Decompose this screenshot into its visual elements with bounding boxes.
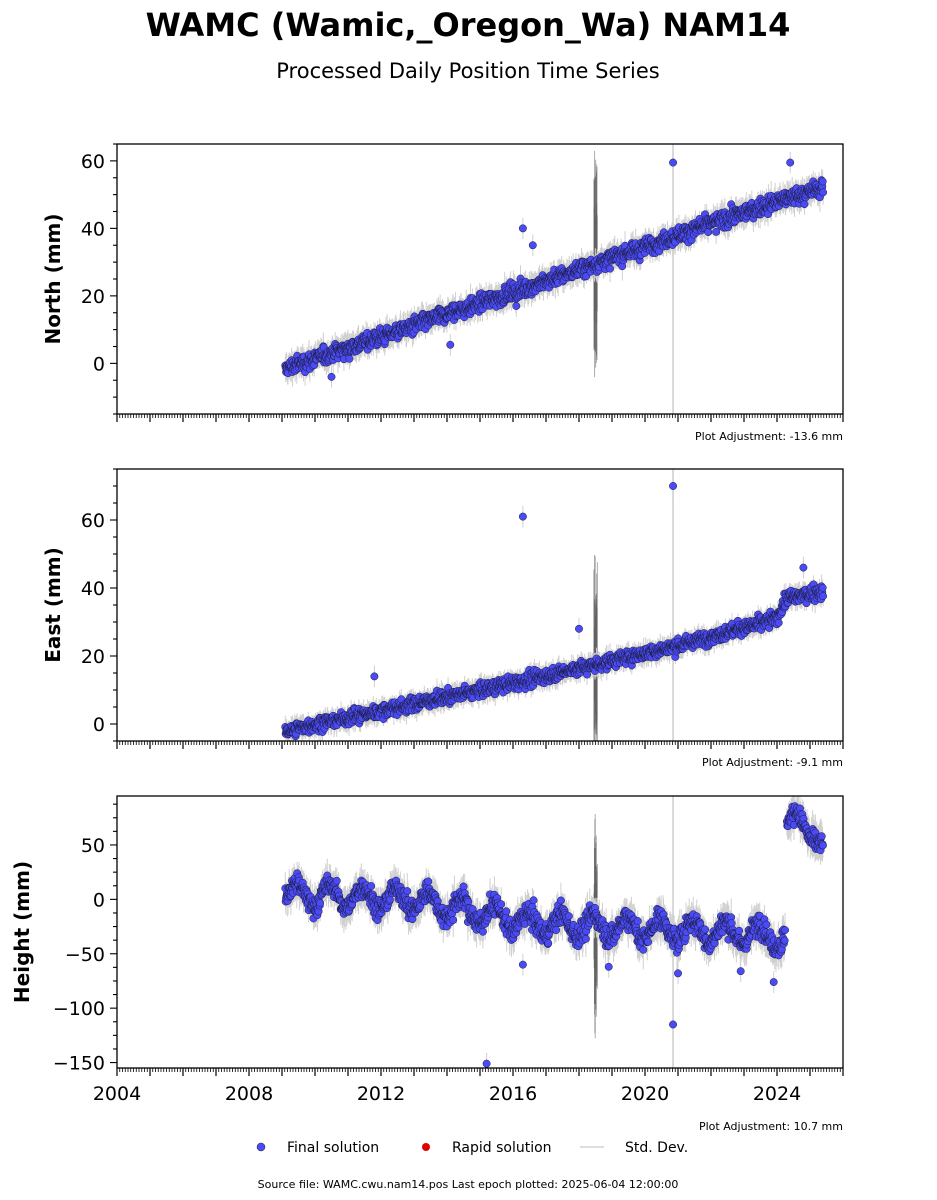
north-ytick-label: 0 (93, 353, 105, 375)
north-point (818, 177, 827, 186)
north-point (819, 188, 828, 197)
north-ytick-label: 40 (81, 218, 105, 240)
north-plot-adjustment: Plot Adjustment: -13.6 mm (695, 430, 843, 443)
north-point (606, 264, 614, 273)
north-point (704, 228, 713, 237)
north-point (345, 354, 354, 363)
north-point (512, 302, 521, 310)
north-ytick-label: 60 (81, 151, 105, 173)
north-final-points (281, 158, 828, 381)
chart-subtitle: Processed Daily Position Time Series (276, 59, 660, 83)
north-point (446, 340, 455, 349)
north-ytick-label: 20 (81, 286, 105, 308)
north-ylabel: North (mm) (41, 213, 65, 344)
north-point (800, 200, 809, 209)
north-point (786, 158, 795, 167)
north-point (327, 372, 336, 381)
east-final-points (281, 482, 828, 741)
chart-title: WAMC (Wamic,_Oregon_Wa) NAM14 (146, 6, 791, 44)
north-point (712, 227, 721, 236)
north-panel: 0 20 40 60 North (mm) Plot Adjustment: -13.6 … (41, 143, 844, 443)
north-point (528, 241, 537, 250)
north-axes-frame (116, 143, 844, 415)
north-point (518, 224, 527, 233)
north-point (669, 158, 677, 167)
